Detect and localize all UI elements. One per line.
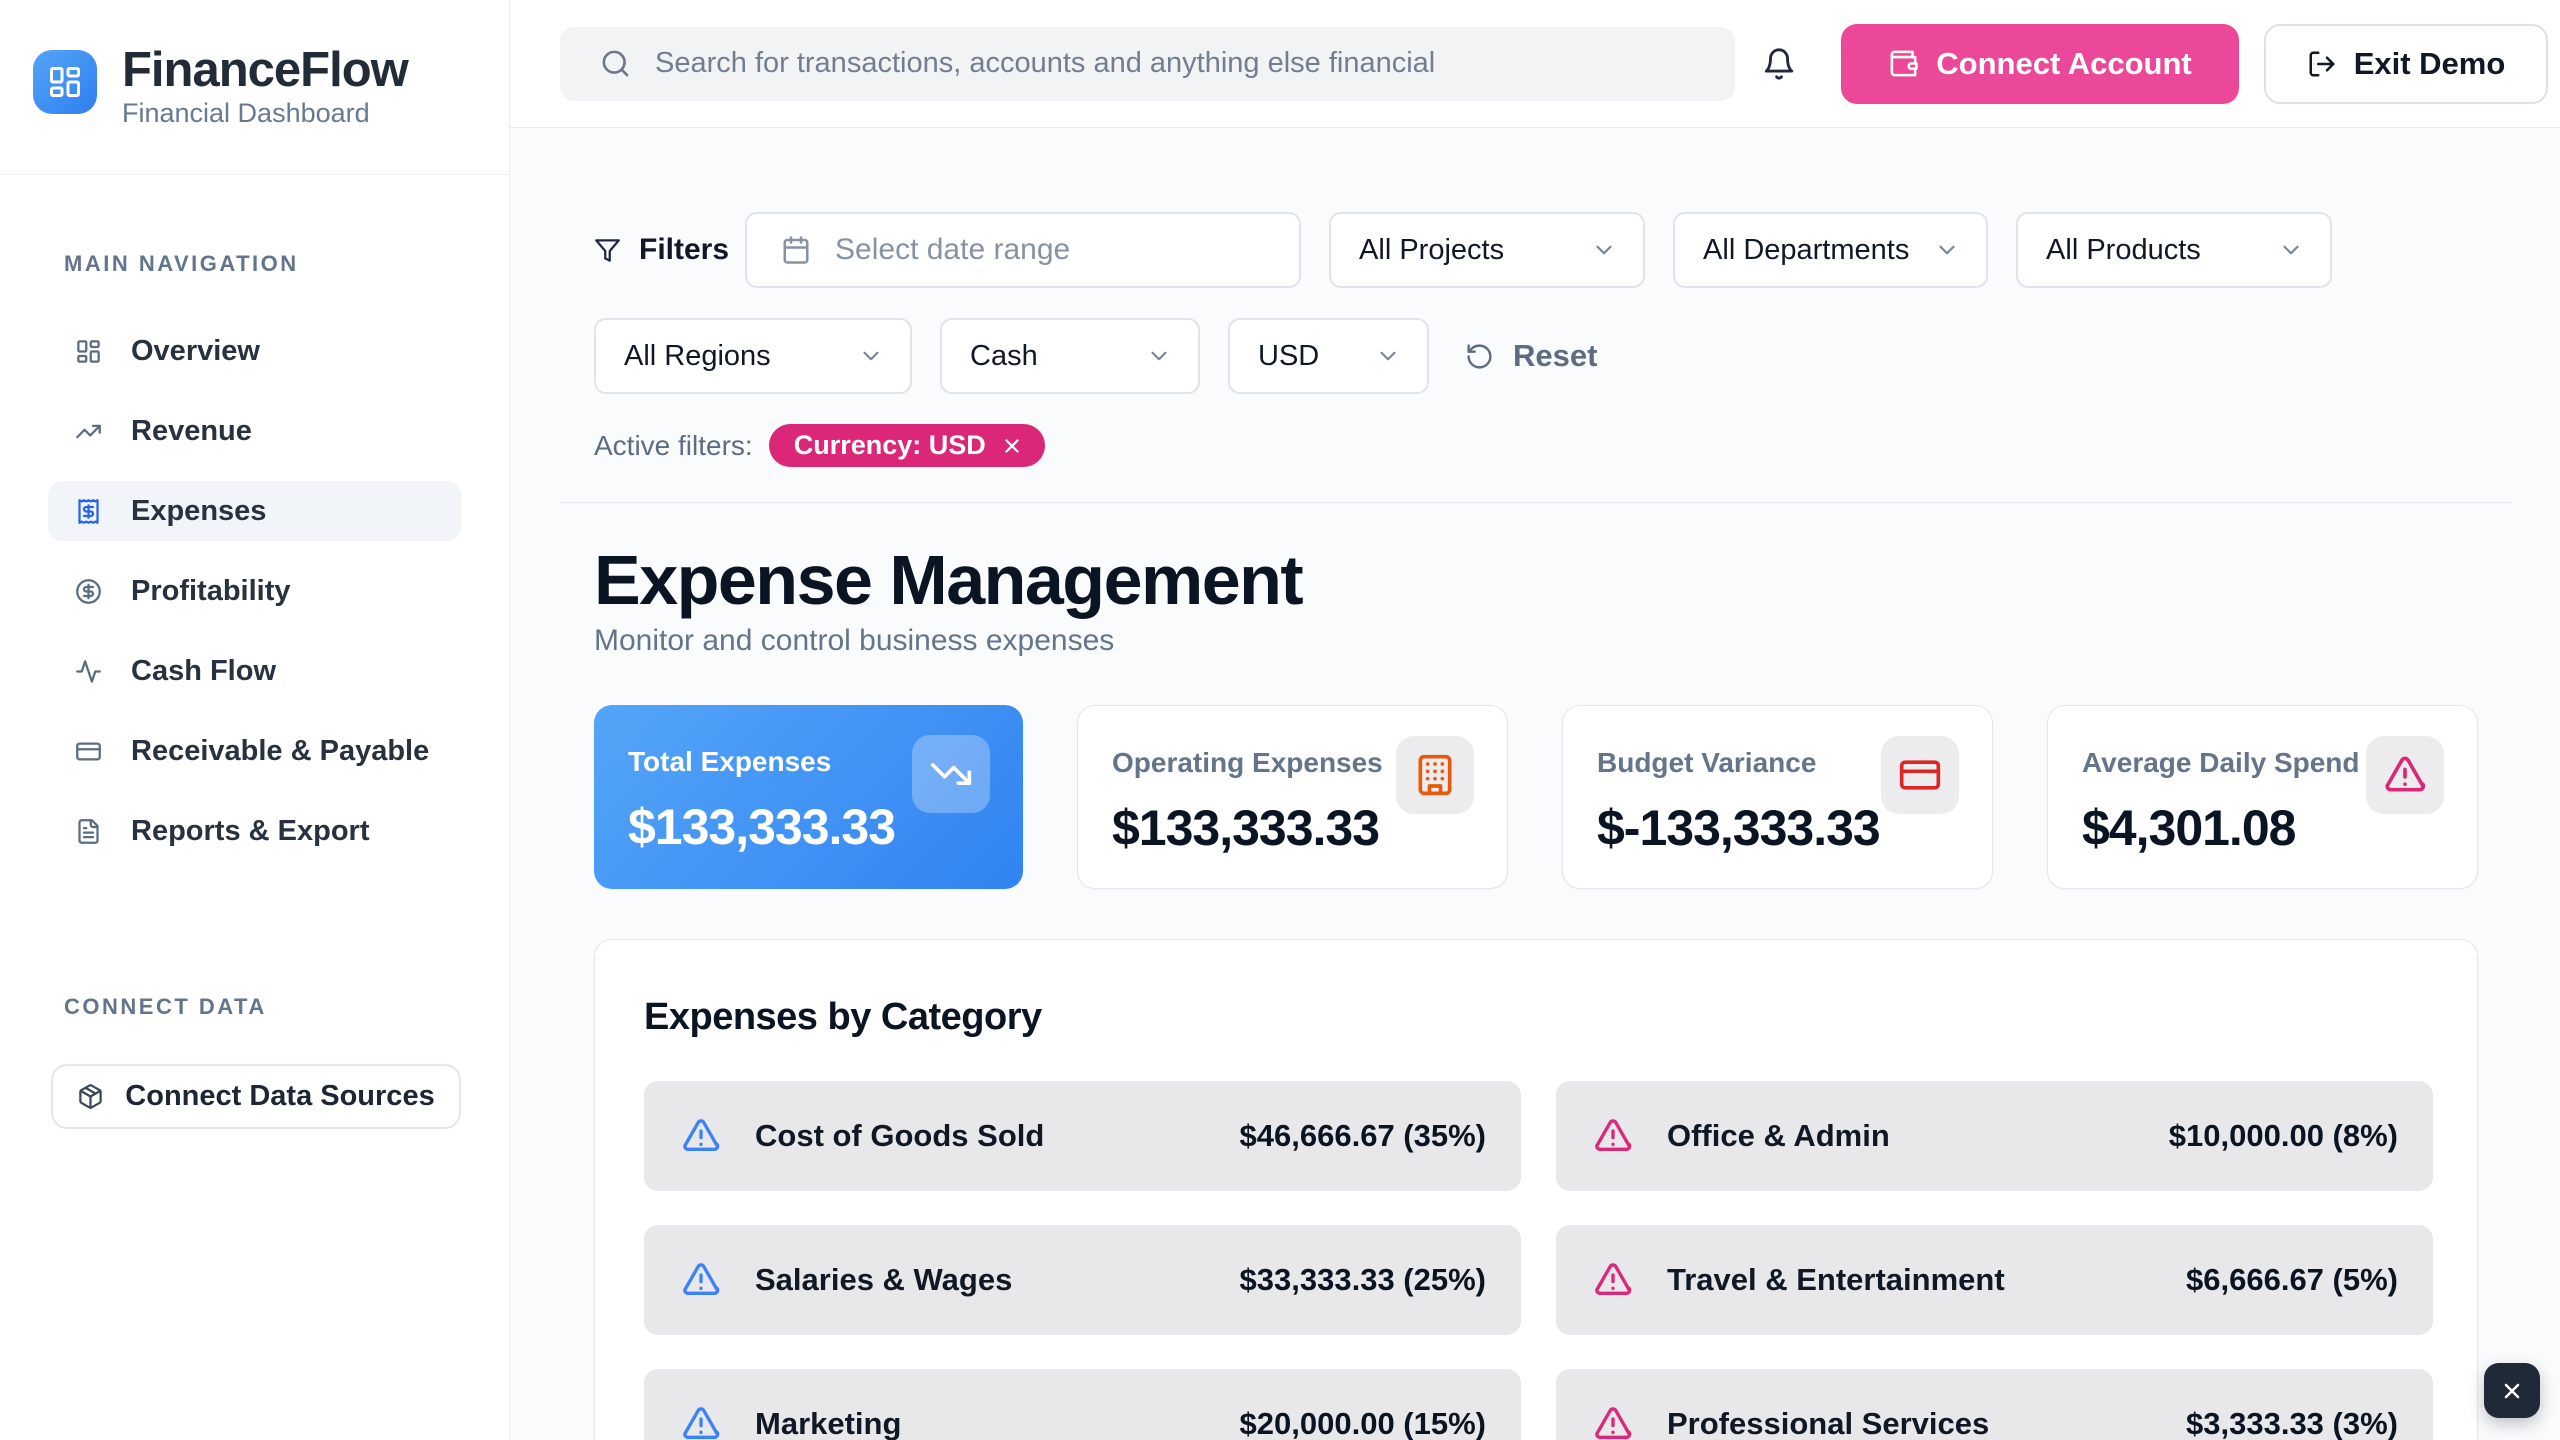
top-bar: Connect Account Exit Demo [510,0,2560,128]
sidebar-item-overview[interactable]: Overview [48,321,461,381]
connect-data-sources-button[interactable]: Connect Data Sources [51,1064,461,1129]
regions-select[interactable]: All Regions [594,318,912,394]
sidebar-item-reports-export[interactable]: Reports & Export [48,801,461,861]
close-icon[interactable] [1001,435,1023,457]
circle-dollar-icon [75,578,102,605]
active-filters-row: Active filters: Currency: USD [594,424,2478,467]
page-title: Expense Management [594,541,1304,619]
x-icon [2504,1383,2520,1398]
sidebar: FinanceFlow Financial Dashboard MAIN NAV… [0,0,510,1440]
currency-select[interactable]: USD [1228,318,1429,394]
sidebar-section-label: MAIN NAVIGATION [64,251,299,276]
currency-filter-chip[interactable]: Currency: USD [768,424,1045,467]
sidebar-item-cash-flow[interactable]: Cash Flow [48,641,461,701]
content: Filters Select date range All Projects A… [510,128,2560,1440]
kpi-card-budget-variance[interactable]: Budget Variance $-133,333.33 [1562,705,1993,889]
credit-card-icon [75,738,102,765]
log-out-icon [2309,51,2335,76]
alert-triangle-icon [683,1119,720,1152]
projects-select[interactable]: All Projects [1329,212,1646,288]
kpi-card-operating-expenses[interactable]: Operating Expenses $133,333.33 [1077,705,1508,889]
file-text-icon [75,818,102,845]
category-list: Cost of Goods Sold $46,666.67 (35%) Offi… [644,1081,2433,1440]
search-bar[interactable] [560,26,1735,101]
brand: FinanceFlow Financial Dashboard [0,0,509,129]
wallet-icon [1890,50,1918,77]
receipt-icon [75,498,102,525]
reset-filters-button[interactable]: Reset [1465,338,1597,374]
package-icon [79,1084,103,1109]
bell-icon [1764,47,1794,80]
funnel-icon [595,238,620,262]
alert-triangle-icon [1595,1119,1632,1152]
kpi-card-total-expenses[interactable]: Total Expenses $133,333.33 [594,705,1023,889]
alert-triangle-icon [1595,1407,1632,1440]
connect-data-section-label: CONNECT DATA [64,994,267,1019]
notifications-button[interactable] [1761,46,1797,82]
chevron-down-icon [1151,351,1167,361]
products-select[interactable]: All Products [2016,212,2333,288]
kpi-card-average-daily-spend[interactable]: Average Daily Spend $4,301.08 [2047,705,2478,889]
exit-demo-button[interactable]: Exit Demo [2264,23,2548,104]
alert-triangle-icon [1595,1263,1632,1296]
chevron-down-icon [863,351,879,361]
section-divider [560,502,2512,503]
page-subtitle: Monitor and control business expenses [594,624,1115,657]
main-area: Connect Account Exit Demo Filters Select… [510,0,2560,1440]
filters-title: Filters [594,233,729,267]
trending-up-icon [75,418,102,445]
expenses-by-category-title: Expenses by Category [644,996,1042,1038]
alert-triangle-icon [2366,736,2444,814]
category-row-cost-of-goods-sold: Cost of Goods Sold $46,666.67 (35%) [644,1081,1521,1191]
sidebar-item-receivable-payable[interactable]: Receivable & Payable [48,721,461,781]
category-row-salaries-wages: Salaries & Wages $33,333.33 (25%) [644,1225,1521,1335]
filters-row-1: Filters Select date range All Projects A… [594,212,2478,288]
sidebar-divider [0,174,509,175]
chevron-down-icon [2283,245,2299,255]
app-subtitle: Financial Dashboard [122,98,370,128]
close-demo-button[interactable] [2484,1363,2540,1418]
expenses-by-category-card: Expenses by Category Cost of Goods Sold … [594,939,2478,1440]
category-row-professional-services: Professional Services $3,333.33 (3%) [1556,1369,2433,1440]
chevron-down-icon [1380,351,1396,361]
departments-select[interactable]: All Departments [1673,212,1989,288]
sidebar-item-profitability[interactable]: Profitability [48,561,461,621]
chevron-down-icon [1939,245,1955,255]
main-navigation: Overview Revenue Expenses Profitability … [0,277,509,861]
sidebar-item-expenses[interactable]: Expenses [48,481,461,541]
date-range-input[interactable]: Select date range [745,212,1302,288]
chevron-down-icon [1596,245,1612,255]
connect-account-button[interactable]: Connect Account [1841,23,2239,104]
kpi-cards: Total Expenses $133,333.33 Operating Exp… [594,705,2478,889]
search-icon [602,50,629,77]
app-title: FinanceFlow [122,43,409,97]
alert-triangle-icon [683,1407,720,1440]
search-input[interactable] [655,47,1705,80]
calendar-icon [783,236,809,264]
rotate-ccw-icon [1467,343,1492,369]
alert-triangle-icon [683,1263,720,1296]
payment-method-select[interactable]: Cash [940,318,1200,394]
layout-dashboard-icon [75,338,102,365]
activity-icon [75,658,102,685]
building-icon [1396,736,1474,814]
filters-row-2: All Regions Cash USD Reset [594,318,2478,394]
sidebar-item-revenue[interactable]: Revenue [48,401,461,461]
category-row-travel-entertainment: Travel & Entertainment $6,666.67 (5%) [1556,1225,2433,1335]
app-logo-icon [33,50,97,114]
active-filters-label: Active filters: [594,429,753,461]
category-row-office-admin: Office & Admin $10,000.00 (8%) [1556,1081,2433,1191]
trending-down-icon [912,735,990,813]
category-row-marketing: Marketing $20,000.00 (15%) [644,1369,1521,1440]
credit-card-icon [1881,736,1959,814]
